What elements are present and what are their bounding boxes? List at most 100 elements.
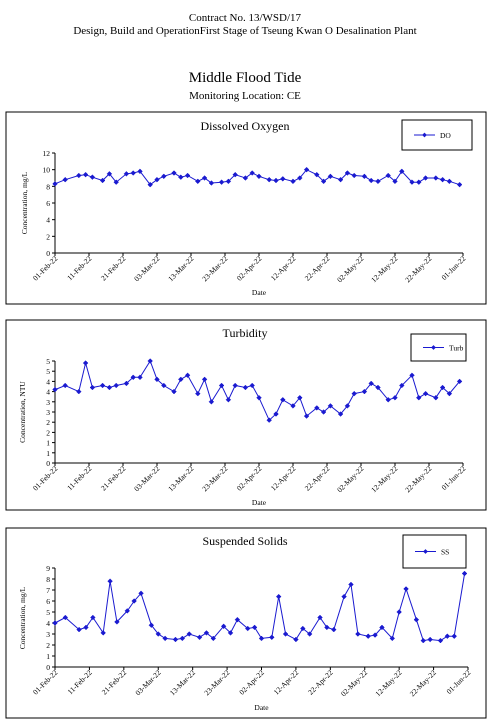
data-point [100, 630, 106, 636]
data-point [130, 374, 136, 381]
y-tick-label: 4 [46, 216, 50, 225]
data-point [368, 380, 374, 387]
legend: DO [401, 119, 473, 151]
data-point [269, 634, 275, 641]
data-point [256, 173, 262, 180]
data-point [234, 616, 241, 623]
data-point [179, 635, 186, 642]
data-point [303, 413, 310, 419]
data-point [392, 394, 398, 401]
data-point [232, 171, 238, 178]
y-tick-label: 8 [46, 182, 50, 191]
data-point [389, 635, 396, 642]
legend: SS [402, 534, 467, 569]
y-tick-label: 3 [46, 408, 50, 417]
legend: Turb [410, 333, 467, 362]
data-point [196, 634, 203, 641]
x-axis-label: Date [252, 288, 267, 297]
data-point [256, 394, 262, 401]
data-point [379, 624, 385, 631]
y-tick-label: 12 [43, 149, 51, 158]
data-point [427, 636, 433, 643]
data-point [266, 176, 272, 183]
data-point [396, 609, 402, 615]
data-point [203, 630, 210, 636]
data-point [273, 177, 279, 184]
data-point [171, 170, 177, 176]
data-point [148, 622, 155, 628]
monitoring-location: Monitoring Location: CE [189, 90, 301, 102]
data-point [422, 175, 429, 181]
data-point [154, 376, 160, 383]
legend-box [401, 119, 473, 151]
data-point [293, 636, 299, 643]
data-point [337, 411, 344, 417]
data-point [399, 168, 405, 175]
data-point [324, 624, 330, 631]
data-point [348, 581, 354, 588]
data-point [131, 598, 137, 604]
data-point [368, 177, 374, 184]
data-point [280, 397, 286, 403]
legend-label: SS [441, 548, 449, 557]
data-point [456, 378, 463, 385]
data-point [186, 631, 192, 637]
data-point [195, 390, 201, 397]
y-tick-label: 0 [46, 459, 50, 468]
y-tick-label: 2 [46, 232, 50, 241]
y-tick-label: 5 [46, 608, 50, 617]
data-point [327, 173, 334, 180]
data-point [106, 171, 113, 177]
data-point [123, 171, 130, 177]
data-point [62, 176, 68, 183]
data-point [201, 175, 208, 181]
data-point [83, 624, 89, 631]
data-point [433, 394, 439, 401]
data-point [89, 384, 96, 391]
page-title: Middle Flood Tide [188, 70, 302, 86]
data-point [232, 382, 238, 389]
data-point [137, 374, 143, 381]
contract-number: Contract No. 13/WSD/17 [188, 12, 302, 24]
data-point [155, 631, 162, 637]
y-tick-label: 9 [46, 564, 50, 573]
data-point [433, 175, 439, 181]
data-point [314, 405, 320, 411]
y-axis-label: Concentration, NTU [18, 381, 27, 443]
data-point [251, 624, 258, 631]
data-point [351, 172, 357, 179]
y-tick-label: 1 [46, 449, 50, 458]
data-point [249, 382, 255, 389]
data-point [218, 179, 225, 185]
data-point [218, 382, 225, 389]
y-tick-label: 6 [46, 597, 50, 606]
data-point [416, 179, 422, 185]
data-point [355, 631, 361, 637]
data-point [282, 631, 289, 637]
data-point [208, 180, 215, 186]
y-tick-label: 3 [46, 398, 50, 407]
data-point [249, 170, 255, 176]
data-point [409, 179, 415, 185]
y-tick-label: 2 [46, 641, 50, 650]
y-axis-label: Concentration, mg/L [20, 171, 29, 234]
data-point [420, 637, 427, 644]
data-point [171, 388, 177, 395]
data-point [317, 614, 323, 621]
data-point [161, 382, 167, 389]
data-point [306, 631, 313, 637]
y-tick-label: 6 [46, 199, 50, 208]
legend-marker [422, 132, 427, 138]
data-point [337, 176, 344, 183]
data-point [320, 409, 327, 415]
data-point [242, 384, 249, 391]
data-point [76, 172, 82, 179]
data-point [344, 403, 351, 409]
data-point [416, 394, 422, 401]
y-tick-label: 5 [46, 367, 50, 376]
y-tick-label: 1 [46, 652, 50, 661]
data-point [124, 608, 131, 614]
data-point [361, 388, 368, 395]
